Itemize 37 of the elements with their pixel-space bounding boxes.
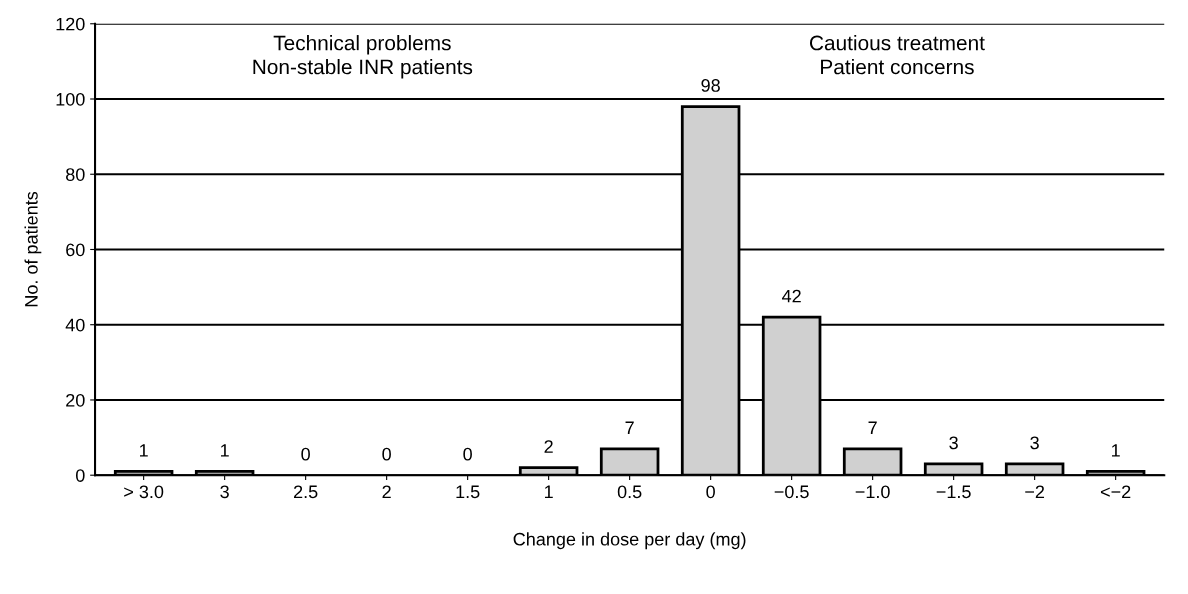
x-tick-label: 0.5 <box>617 485 642 499</box>
x-tick-label: 1.5 <box>456 485 480 499</box>
y-tick-label: 20 <box>66 393 85 407</box>
annotation: Cautious treatment Patient concerns <box>810 35 985 75</box>
x-tick-label: 3 <box>220 485 229 499</box>
data-label: 7 <box>868 421 877 435</box>
y-tick-label: 80 <box>66 168 85 181</box>
x-tick-label: −1.0 <box>855 485 890 499</box>
data-label: 3 <box>1030 436 1039 450</box>
data-label: 42 <box>782 289 801 303</box>
x-tick-label: <−2 <box>1100 485 1131 499</box>
x-tick-label: −1.5 <box>936 485 971 499</box>
y-axis-title: No. of patients <box>24 191 42 307</box>
x-axis-title: Change in dose per day (mg) <box>513 532 746 550</box>
x-tick-label: > 3.0 <box>124 485 164 499</box>
x-tick-label: 1 <box>545 485 553 499</box>
data-label: 0 <box>463 447 472 461</box>
annotation: Technical problems Non-stable INR patients <box>253 35 473 79</box>
x-tick-label: −0.5 <box>774 485 809 499</box>
y-tick-label: 120 <box>56 17 85 31</box>
y-tick-label: 40 <box>65 318 85 332</box>
x-tick-label: 2.5 <box>294 485 318 499</box>
data-label: 7 <box>625 421 634 435</box>
data-label: 0 <box>301 447 310 461</box>
data-label: 1 <box>1112 444 1120 457</box>
y-tick-label: 100 <box>56 92 85 106</box>
x-tick-label: 0 <box>706 485 715 499</box>
y-tick-label: 0 <box>75 469 85 482</box>
x-tick-label: 2 <box>382 485 391 499</box>
data-label: 3 <box>949 436 958 450</box>
x-tick-label: −2 <box>1025 485 1045 499</box>
data-label: 2 <box>544 440 553 453</box>
y-tick-label: 60 <box>66 243 85 257</box>
data-label: 0 <box>382 447 391 461</box>
data-label: 1 <box>140 444 148 457</box>
data-label: 98 <box>701 79 720 92</box>
data-label: 1 <box>221 444 229 457</box>
